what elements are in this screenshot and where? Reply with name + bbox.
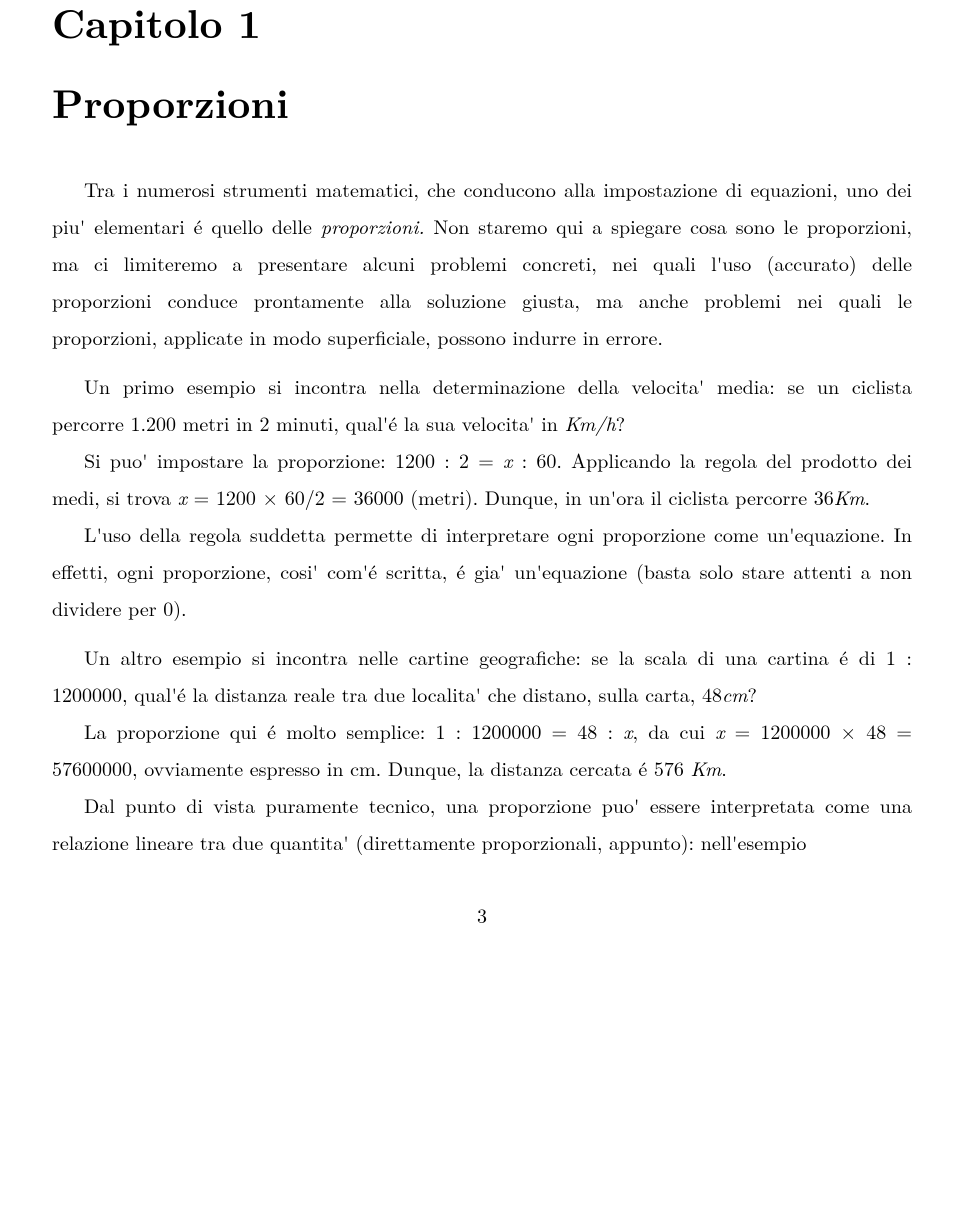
- paragraph-1: Tra i numerosi strumenti matematici, che…: [52, 170, 912, 355]
- text: La proporzione qui é molto semplice: 1 :…: [84, 716, 623, 745]
- text: = 1200 × 60/2 = 36000 (metri). Dunque, i…: [187, 482, 834, 511]
- italic-text: proporzioni.: [321, 211, 425, 240]
- text: Si puo' impostare la proporzione: 1200 :…: [84, 445, 503, 474]
- text: .: [721, 753, 727, 782]
- paragraph-2: Un primo esempio si incontra nella deter…: [52, 367, 912, 441]
- paragraph-6: La proporzione qui é molto semplice: 1 :…: [52, 712, 912, 786]
- text: Un altro esempio si incontra nelle carti…: [52, 642, 912, 708]
- text: ?: [616, 408, 625, 437]
- chapter-title: Proporzioni: [52, 80, 912, 124]
- paragraph-4: L'uso della regola suddetta permette di …: [52, 515, 912, 626]
- chapter-label: Capitolo 1: [52, 0, 912, 44]
- paragraph-7: Dal punto di vista puramente tecnico, un…: [52, 786, 912, 860]
- math-text: cm: [722, 679, 748, 708]
- page-number: 3: [52, 896, 912, 933]
- math-text: Km: [691, 753, 722, 782]
- math-text: Km/h: [565, 408, 616, 437]
- paragraph-3: Si puo' impostare la proporzione: 1200 :…: [52, 441, 912, 515]
- paragraph-5: Un altro esempio si incontra nelle carti…: [52, 638, 912, 712]
- text: , da cui: [632, 716, 715, 745]
- text: .: [865, 482, 871, 511]
- text: ?: [748, 679, 757, 708]
- math-text: x: [178, 482, 187, 511]
- text: Un primo esempio si incontra nella deter…: [52, 371, 912, 437]
- math-text: x: [503, 445, 512, 474]
- math-text: Km: [834, 482, 865, 511]
